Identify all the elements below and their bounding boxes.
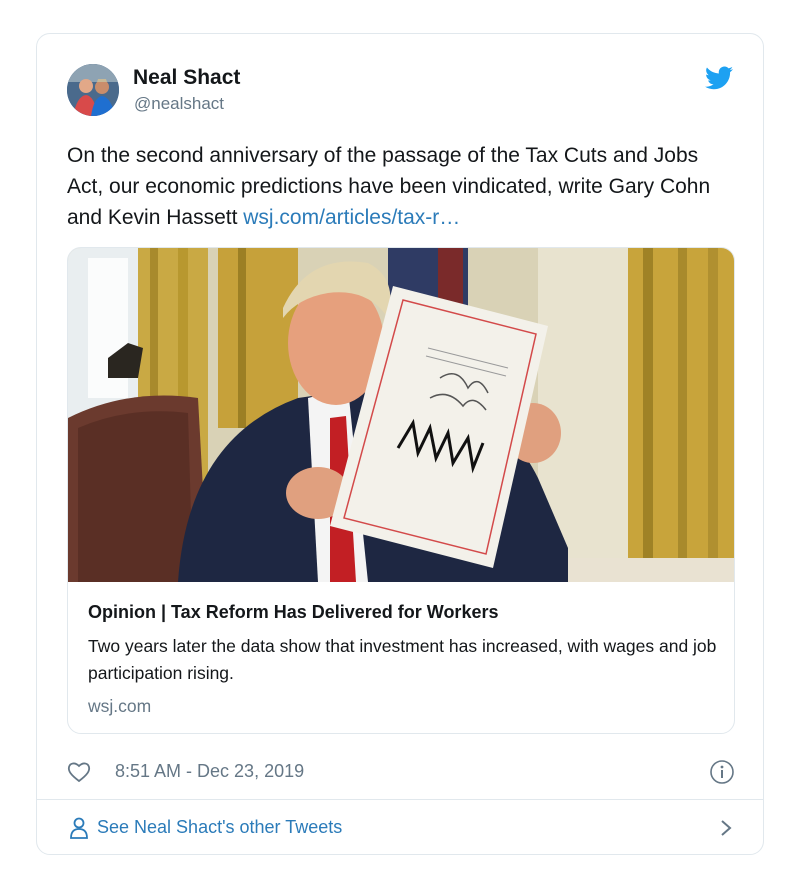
tweet-timestamp[interactable]: 8:51 AM - Dec 23, 2019 — [115, 761, 305, 781]
tweet-embed-card[interactable]: Neal Shact @nealshact On the second anni… — [36, 33, 764, 855]
tweet-text: On the second anniversary of the passage… — [67, 140, 737, 233]
heart-icon[interactable] — [67, 761, 91, 783]
person-icon — [70, 817, 88, 839]
link-preview-card[interactable]: Opinion | Tax Reform Has Delivered for W… — [67, 247, 735, 734]
tweet-body: On the second anniversary of the passage… — [67, 144, 711, 229]
tweet-link[interactable]: wsj.com/articles/tax-r… — [243, 206, 461, 229]
author-avatar[interactable] — [67, 64, 119, 116]
card-description: Two years later the data show that inves… — [88, 636, 717, 683]
card-domain: wsj.com — [88, 696, 152, 716]
divider — [37, 799, 763, 800]
chevron-right-icon[interactable] — [719, 818, 733, 838]
author-name[interactable]: Neal Shact — [133, 66, 241, 89]
other-tweets-link[interactable]: See Neal Shact's other Tweets — [97, 817, 343, 837]
card-title[interactable]: Opinion | Tax Reform Has Delivered for W… — [88, 602, 499, 622]
other-tweets-row[interactable]: See Neal Shact's other Tweets — [67, 814, 735, 844]
author-handle[interactable]: @nealshact — [134, 94, 225, 113]
info-icon[interactable] — [709, 759, 735, 785]
twitter-bird-icon[interactable] — [705, 66, 733, 90]
tweet-meta: 8:51 AM - Dec 23, 2019 — [67, 759, 735, 787]
article-photo[interactable] — [68, 248, 735, 582]
